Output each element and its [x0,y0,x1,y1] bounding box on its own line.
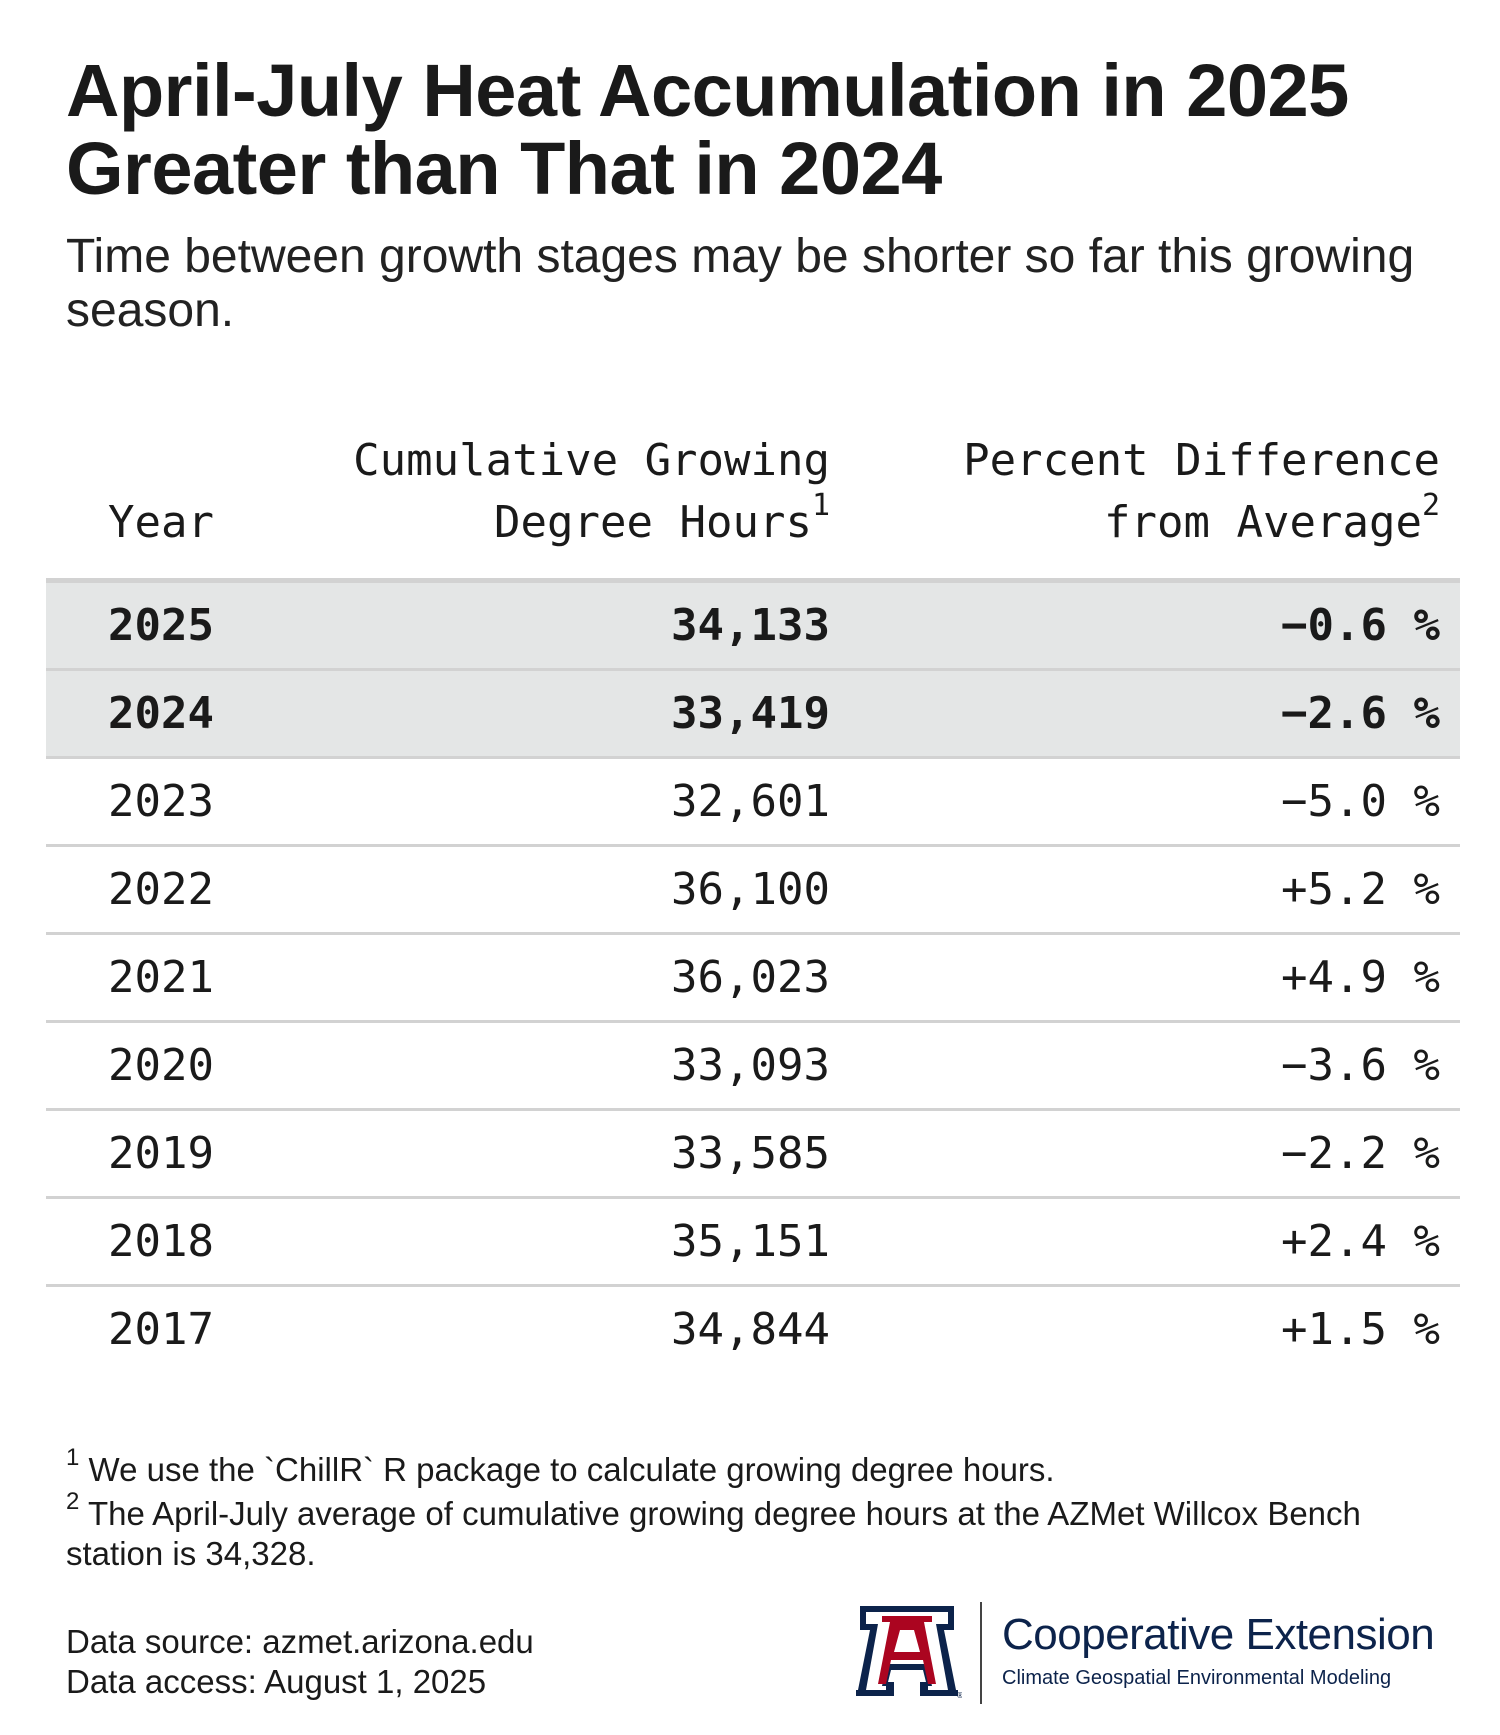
cell-percent-difference: +4.9 % [1281,952,1440,1003]
cell-growing-degree-hours: 35,151 [671,1216,830,1267]
cell-year: 2018 [108,1216,214,1267]
cell-growing-degree-hours: 33,093 [671,1040,830,1091]
chart-subtitle: Time between growth stages may be shorte… [66,230,1415,337]
table-row: 2023 32,601 −5.0 % [46,759,1460,847]
cell-percent-difference: +2.4 % [1281,1216,1440,1267]
cell-year: 2022 [108,864,214,915]
logo-sub-text: Climate Geospatial Environmental Modelin… [1002,1667,1392,1689]
footnote-ref-2: 2 [1421,488,1440,524]
svg-text:®: ® [956,1691,962,1700]
cell-percent-difference: −2.2 % [1281,1128,1440,1179]
table-row: 2017 34,844 +1.5 % [46,1287,1460,1372]
cell-year: 2017 [108,1304,214,1355]
header-year: Year [108,497,214,548]
cooperative-extension-logo: ® Cooperative Extension Climate Geospati… [852,1600,1452,1710]
header-gdh-line1: Cumulative Growing [353,435,830,486]
table-row: 2020 33,093 −3.6 % [46,1023,1460,1111]
cell-growing-degree-hours: 33,585 [671,1128,830,1179]
cell-percent-difference: −3.6 % [1281,1040,1440,1091]
header-pct-line1: Percent Difference [963,435,1440,486]
table-row: 2025 34,133 −0.6 % [46,583,1460,671]
data-source: Data source: azmet.arizona.edu Data acce… [66,1622,534,1702]
footnote-1: 1 We use the `ChillR` R package to calcu… [66,1444,1055,1489]
logo-text: Cooperative Extension Climate Geospatial… [1002,1610,1435,1692]
footnote-ref-1: 1 [811,488,830,524]
block-a-logo-icon: ® [856,1606,962,1700]
table-row: 2024 33,419 −2.6 % [46,671,1460,759]
cell-percent-difference: −0.6 % [1281,600,1440,651]
cell-year: 2024 [108,688,214,739]
header-gdh-line2: Degree Hours1 [494,488,830,548]
table-row: 2022 36,100 +5.2 % [46,847,1460,935]
data-source-line: Data source: azmet.arizona.edu [66,1623,534,1660]
cell-percent-difference: −2.6 % [1281,688,1440,739]
footnote-2: 2 The April-July average of cumulative g… [66,1488,1361,1573]
table-body: 2025 34,133 −0.6 % 2024 33,419 −2.6 % 2023 32,6… [46,583,1460,1372]
data-access-line: Data access: August 1, 2025 [66,1663,487,1700]
cell-year: 2020 [108,1040,214,1091]
table-row: 2019 33,585 −2.2 % [46,1111,1460,1199]
footnotes: 1 We use the `ChillR` R package to calcu… [66,1444,1466,1578]
cell-percent-difference: −5.0 % [1281,776,1440,827]
data-table: Year Cumulative Growing Degree Hours1 Pe… [46,430,1460,1372]
cell-growing-degree-hours: 36,100 [671,864,830,915]
cell-growing-degree-hours: 33,419 [671,688,830,739]
table-row: 2018 35,151 +2.4 % [46,1199,1460,1287]
cell-year: 2023 [108,776,214,827]
header-growing-degree-hours: Cumulative Growing Degree Hours1 [353,430,830,554]
cell-growing-degree-hours: 34,844 [671,1304,830,1355]
cell-growing-degree-hours: 36,023 [671,952,830,1003]
header-pct-line2: from Average2 [1104,488,1440,548]
table-header: Year Cumulative Growing Degree Hours1 Pe… [46,430,1460,583]
table-row: 2021 36,023 +4.9 % [46,935,1460,1023]
cell-year: 2025 [108,600,214,651]
cell-year: 2019 [108,1128,214,1179]
cell-year: 2021 [108,952,214,1003]
cell-growing-degree-hours: 34,133 [671,600,830,651]
cell-percent-difference: +1.5 % [1281,1304,1440,1355]
cell-growing-degree-hours: 32,601 [671,776,830,827]
chart-title: April-July Heat Accumulation in 2025 Gre… [66,49,1349,210]
cell-percent-difference: +5.2 % [1281,864,1440,915]
header-percent-difference: Percent Difference from Average2 [963,430,1440,554]
logo-main-text: Cooperative Extension [1002,1610,1435,1659]
logo-divider [980,1602,982,1704]
